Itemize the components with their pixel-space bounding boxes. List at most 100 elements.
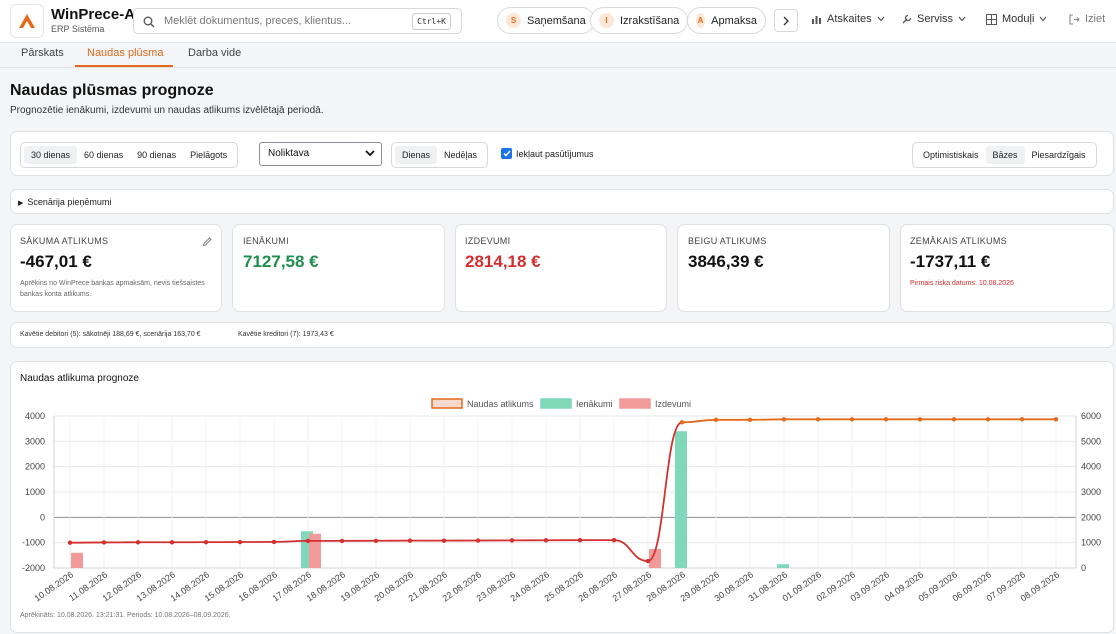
active-tab-indicator bbox=[75, 65, 173, 67]
balance-point bbox=[475, 538, 481, 543]
search-shortcut: Ctrl+K bbox=[412, 13, 451, 30]
quick-actions-next-button[interactable] bbox=[774, 9, 798, 32]
include-orders-label[interactable]: Iekļaut pasūtījumus bbox=[516, 149, 594, 159]
y-tick-left: -2000 bbox=[22, 563, 45, 573]
tab-cash-flow[interactable]: Naudas plūsma bbox=[87, 47, 164, 59]
y-tick-right: 2000 bbox=[1081, 512, 1101, 522]
chevron-down-icon bbox=[1039, 16, 1047, 22]
income-bar bbox=[675, 431, 687, 568]
legend-swatch bbox=[540, 398, 572, 409]
include-orders-checkbox[interactable] bbox=[501, 148, 512, 159]
brand: WinPrece-A ERP Sistēma bbox=[51, 7, 135, 35]
legend-label: Naudas atlikums bbox=[467, 399, 534, 409]
balance-point bbox=[135, 540, 141, 545]
logout-button[interactable]: Iziet bbox=[1069, 13, 1105, 25]
scenario-optimistic[interactable]: Optimistiskais bbox=[923, 150, 979, 160]
granularity-weeks[interactable]: Nedēļas bbox=[444, 150, 478, 160]
app-subtitle: ERP Sistēma bbox=[51, 24, 105, 34]
grid-icon bbox=[986, 13, 997, 25]
chevron-right-icon bbox=[783, 16, 789, 25]
chart-title: Naudas atlikuma prognoze bbox=[20, 373, 139, 384]
page-title: Naudas plūsmas prognoze bbox=[10, 82, 214, 99]
menu-modules-label: Moduļi bbox=[1002, 13, 1035, 25]
period-custom[interactable]: Pielāgots bbox=[190, 150, 228, 160]
balance-point bbox=[509, 538, 515, 543]
check-icon bbox=[502, 150, 511, 157]
payment-icon: A bbox=[696, 13, 706, 28]
kpi-income-label: IENĀKUMI bbox=[243, 236, 289, 246]
kpi-card-lowest bbox=[900, 224, 1114, 312]
kpi-card-expenses bbox=[455, 224, 667, 312]
menu-reports[interactable]: Atskaites bbox=[811, 13, 885, 25]
app-logo[interactable] bbox=[10, 4, 44, 38]
menu-service[interactable]: Serviss bbox=[901, 13, 966, 25]
quick-action-label: Izrakstīšana bbox=[620, 14, 680, 27]
menu-service-label: Serviss bbox=[917, 13, 954, 25]
search-icon bbox=[143, 15, 155, 33]
balance-point bbox=[985, 417, 991, 422]
search-placeholder: Meklēt dokumentus, preces, klientus... bbox=[164, 15, 352, 27]
expense-bar bbox=[309, 533, 321, 568]
granularity-days[interactable]: Dienas bbox=[395, 146, 438, 164]
legend-swatch bbox=[619, 398, 651, 409]
warehouse-select[interactable]: Noliktava bbox=[259, 142, 382, 166]
kpi-opening-note: Aprēķins no WinPrece bankas apmaksām, ne… bbox=[20, 280, 205, 298]
balance-point bbox=[1053, 417, 1059, 422]
period-30-days[interactable]: 30 dienas bbox=[24, 146, 78, 164]
scenario-conservative[interactable]: Piesardzīgais bbox=[1031, 150, 1086, 160]
chevron-down-icon bbox=[958, 16, 966, 22]
warehouse-value: Noliktava bbox=[268, 148, 310, 159]
expense-bar bbox=[71, 552, 83, 568]
balance-point bbox=[917, 417, 923, 422]
y-tick-right: 3000 bbox=[1081, 487, 1101, 497]
balance-point bbox=[577, 537, 583, 543]
receive-icon: S bbox=[506, 13, 521, 28]
balance-point bbox=[237, 539, 243, 545]
tab-overview[interactable]: Pārskats bbox=[21, 47, 64, 59]
legend-label: Izdevumi bbox=[655, 399, 691, 409]
period-90-days[interactable]: 90 dienas bbox=[137, 150, 177, 160]
search-input[interactable]: Meklēt dokumentus, preces, klientus... C… bbox=[133, 8, 462, 34]
balance-line bbox=[69, 418, 1056, 562]
overdue-creditors: Kavētie kreditori (7): 1973,43 € bbox=[238, 331, 334, 338]
quick-action-payment[interactable]: A Apmaksa bbox=[687, 7, 766, 34]
scenario-assumptions-toggle[interactable] bbox=[10, 189, 1114, 214]
logout-label: Iziet bbox=[1085, 13, 1106, 25]
edit-icon[interactable] bbox=[202, 234, 213, 252]
kpi-closing-value: 3846,39 € bbox=[688, 252, 764, 271]
kpi-lowest-value: -1737,11 € bbox=[910, 252, 991, 271]
y-tick-left: 3000 bbox=[25, 436, 45, 446]
legend-swatch bbox=[431, 398, 463, 409]
period-60-days[interactable]: 60 dienas bbox=[84, 150, 124, 160]
y-tick-left: 0 bbox=[40, 512, 45, 522]
scenario-selector: Optimistiskais Bāzes Piesardzīgais bbox=[912, 142, 1097, 168]
quick-action-receive[interactable]: S Saņemšana bbox=[497, 7, 595, 34]
balance-point bbox=[645, 558, 651, 564]
balance-point bbox=[339, 538, 345, 544]
tab-workspace[interactable]: Darba vide bbox=[188, 47, 242, 59]
overdue-summary bbox=[10, 322, 1114, 348]
quick-action-issue[interactable]: I Izrakstīšana bbox=[590, 7, 689, 34]
balance-point bbox=[611, 537, 617, 543]
y-tick-right: 0 bbox=[1081, 563, 1086, 573]
y-tick-left: -1000 bbox=[22, 538, 45, 548]
balance-point bbox=[543, 538, 549, 543]
period-selector: 30 dienas 60 dienas 90 dienas Pielāgots bbox=[20, 142, 239, 168]
balance-point bbox=[815, 417, 821, 422]
menu-modules[interactable]: Moduļi bbox=[986, 13, 1047, 25]
quick-action-label: Apmaksa bbox=[711, 14, 757, 27]
kpi-closing-label: BEIGU ATLIKUMS bbox=[688, 236, 767, 246]
y-tick-right: 6000 bbox=[1081, 411, 1101, 421]
kpi-card-income bbox=[232, 224, 445, 312]
balance-point bbox=[951, 417, 957, 422]
triangle-right-icon: ▶ bbox=[18, 200, 24, 207]
scenario-assumptions-label: Scenārija pieņēmumi bbox=[27, 197, 112, 207]
scenario-assumptions[interactable]: ▶ Scenārija pieņēmumi bbox=[18, 197, 111, 207]
balance-point bbox=[407, 538, 413, 543]
scenario-base[interactable]: Bāzes bbox=[985, 146, 1025, 164]
balance-point bbox=[271, 539, 277, 545]
y-tick-left: 2000 bbox=[25, 462, 45, 472]
chart-icon bbox=[812, 16, 821, 24]
balance-point bbox=[883, 417, 889, 422]
y-tick-right: 5000 bbox=[1081, 436, 1101, 446]
